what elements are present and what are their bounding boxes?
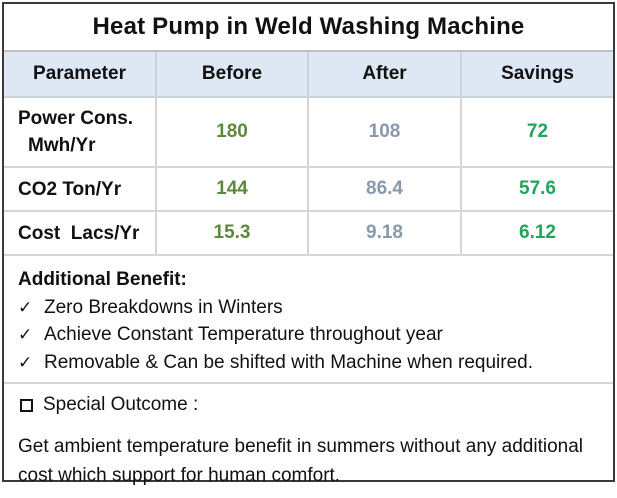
table-header-row: Parameter Before After Savings: [4, 52, 613, 98]
cell-savings: 72: [461, 97, 613, 168]
checkbox-square-icon: [20, 398, 33, 412]
outcome-header: Special Outcome :: [18, 392, 599, 418]
header-before: Before: [156, 52, 309, 98]
cell-before: 15.3: [156, 211, 309, 256]
benefit-text: Achieve Constant Temperature throughout …: [44, 324, 443, 345]
header-parameter: Parameter: [4, 52, 157, 98]
row-param-cost: Cost Lacs/Yr: [4, 211, 157, 256]
header-after: After: [308, 52, 462, 98]
savings-table: Parameter Before After Savings Power Con…: [4, 52, 613, 256]
list-item: ✓ Zero Breakdowns in Winters: [18, 294, 599, 322]
heat-pump-card: Heat Pump in Weld Washing Machine Parame…: [2, 2, 615, 486]
row-param-power: Power Cons. Mwh/Yr: [4, 97, 157, 168]
cell-savings: 6.12: [461, 211, 613, 256]
benefit-text: Zero Breakdowns in Winters: [44, 296, 283, 318]
list-item: ✓ Removable & Can be shifted with Machin…: [18, 349, 599, 377]
table-row: CO2 Ton/Yr 144 86.4 57.6: [4, 167, 613, 212]
outcome-text: Get ambient temperature benefit in summe…: [18, 436, 584, 486]
cell-savings: 57.6: [461, 167, 613, 212]
checkmark-icon: ✓: [18, 297, 33, 317]
benefit-title: Additional Benefit:: [18, 269, 187, 290]
row-param-co2: CO2 Ton/Yr: [4, 167, 157, 212]
checkmark-icon: ✓: [18, 325, 33, 344]
checkmark-icon: ✓: [18, 352, 33, 372]
param-unit: Mwh/Yr: [28, 135, 96, 156]
header-savings: Savings: [461, 52, 613, 98]
cell-before: 144: [156, 167, 309, 212]
cell-after: 86.4: [308, 167, 462, 212]
list-item: ✓ Achieve Constant Temperature throughou…: [18, 321, 599, 349]
param-label: Power Cons.: [18, 108, 134, 129]
special-outcome-section: Special Outcome : Get ambient temperatur…: [4, 384, 613, 498]
cell-before: 180: [156, 97, 309, 168]
card-title: Heat Pump in Weld Washing Machine: [4, 4, 613, 52]
table-row: Power Cons. Mwh/Yr 180 108 72: [4, 97, 613, 168]
outcome-title: Special Outcome :: [43, 394, 199, 415]
benefit-text: Removable & Can be shifted with Machine …: [44, 351, 533, 373]
cell-after: 9.18: [308, 211, 462, 256]
additional-benefit-section: Additional Benefit: ✓ Zero Breakdowns in…: [4, 256, 613, 384]
table-row: Cost Lacs/Yr 15.3 9.18 6.12: [4, 211, 613, 256]
cell-after: 108: [308, 97, 462, 168]
